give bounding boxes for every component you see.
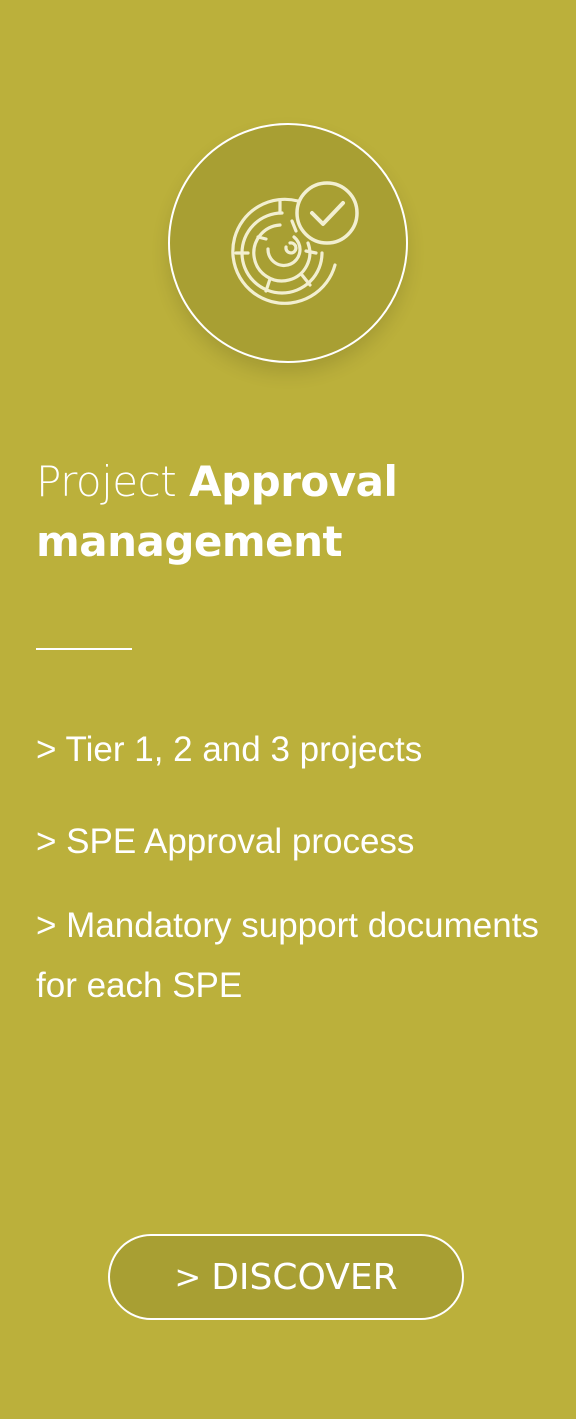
feature-item: > Tier 1, 2 and 3 projects (36, 730, 423, 769)
feature-list: > Tier 1, 2 and 3 projects > SPE Approva… (36, 720, 556, 1016)
feature-item: > SPE Approval process (36, 822, 415, 861)
discover-button-label: DISCOVER (211, 1256, 398, 1298)
card-title-light: Project (36, 457, 190, 506)
feature-item: > Mandatory support documents for each S… (36, 906, 539, 1005)
card-title: Project Approval management (36, 452, 546, 572)
maze-with-checkmark-icon (231, 181, 359, 305)
title-divider (36, 648, 132, 650)
card-title-bold: Approval management (36, 457, 398, 566)
discover-button[interactable]: > DISCOVER (108, 1234, 464, 1320)
maze-badge (168, 123, 408, 363)
chevron-right-icon: > (174, 1258, 202, 1296)
